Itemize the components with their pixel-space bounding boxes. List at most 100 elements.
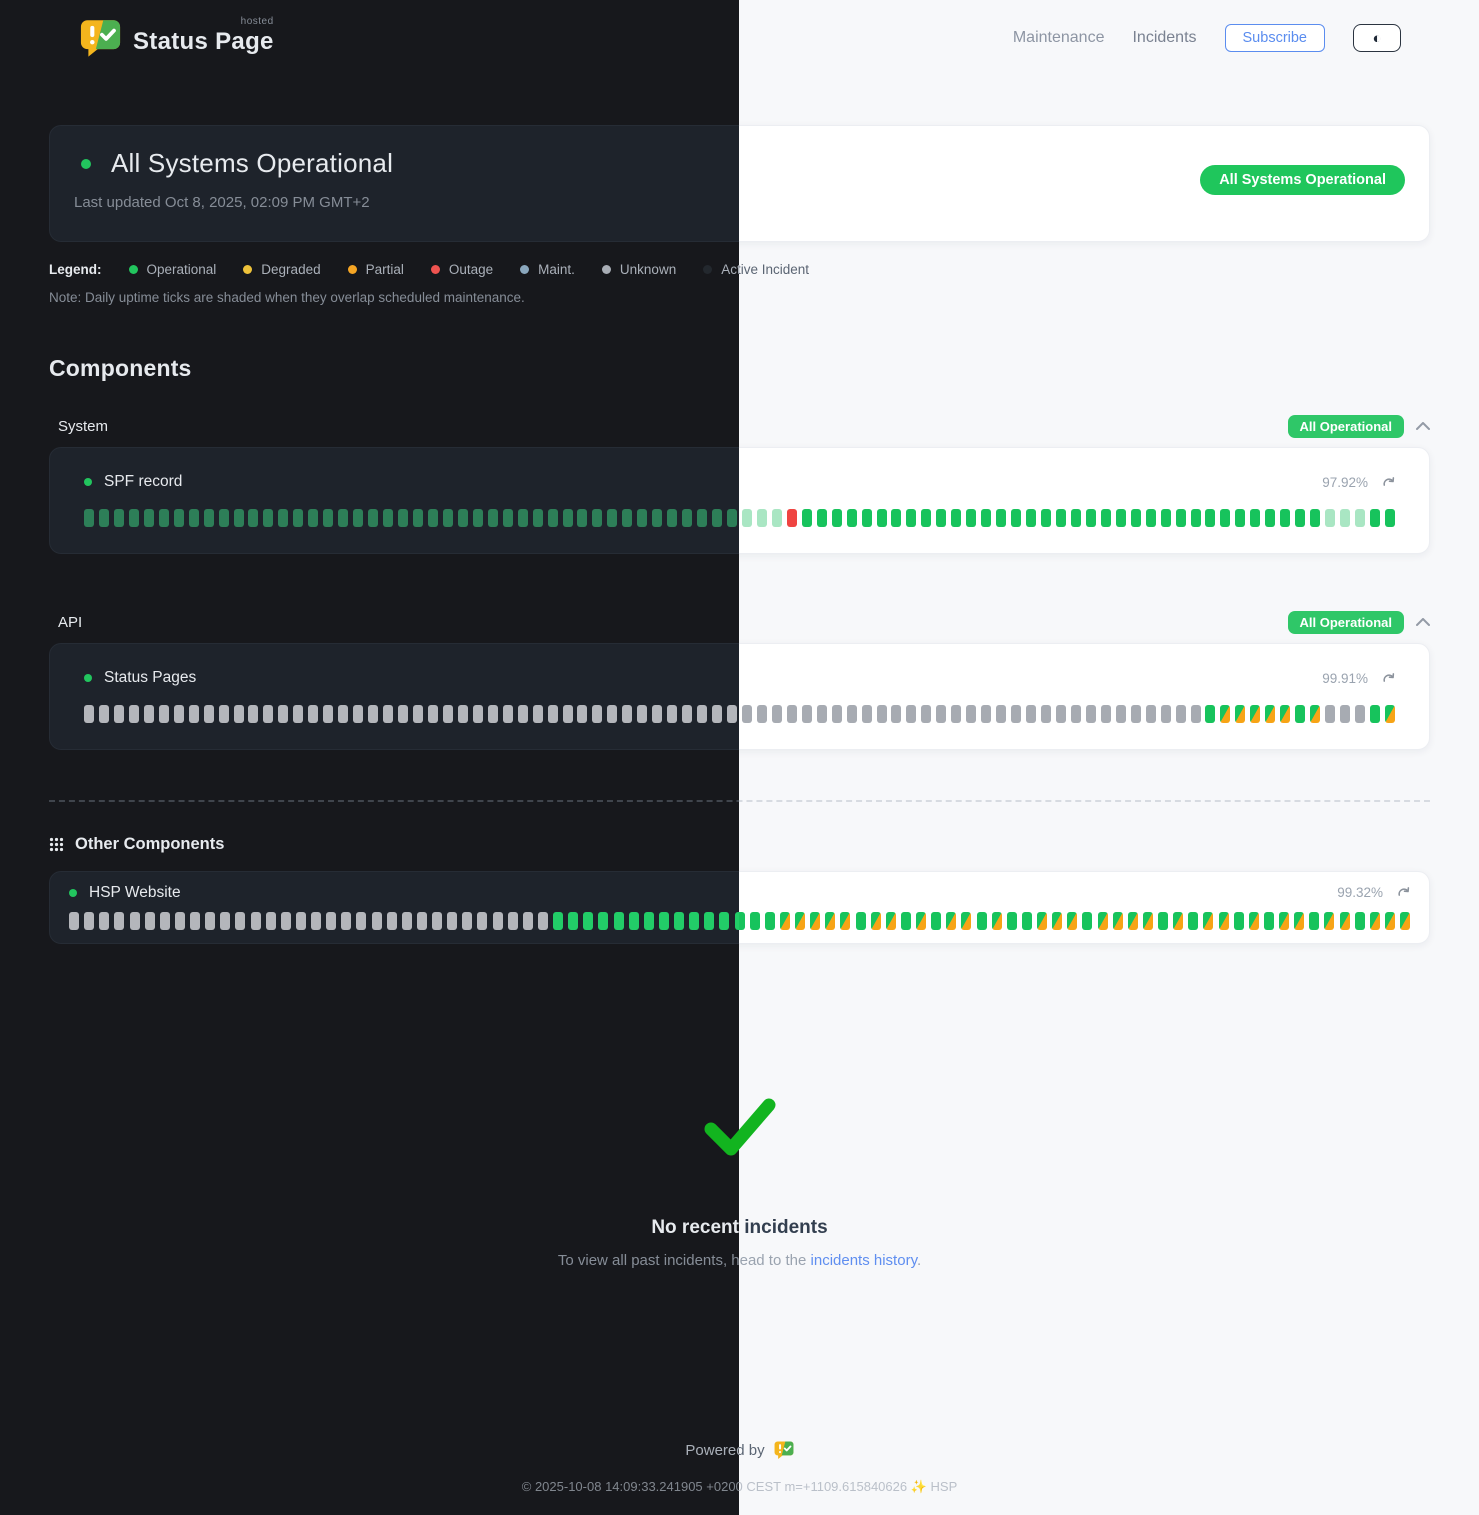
- uptime-tick: [1100, 705, 1111, 723]
- status-banner: All Systems Operational Last updated Oct…: [739, 125, 1430, 242]
- uptime-tick: [368, 705, 379, 723]
- app-logo[interactable]: hosted Status Page: [80, 16, 274, 57]
- uptime-tick: [203, 705, 214, 723]
- uptime-tick: [1295, 705, 1306, 723]
- uptime-tick: [697, 509, 708, 527]
- uptime-tick: [1218, 912, 1229, 930]
- uptime-tick: [741, 705, 752, 723]
- uptime-tick: [1280, 705, 1291, 723]
- legend-item-label: Degraded: [261, 262, 321, 277]
- uptime-tick: [311, 912, 321, 930]
- uptime-tick: [517, 509, 528, 527]
- uptime-tick: [658, 912, 669, 930]
- uptime-tick: [517, 705, 528, 723]
- uptime-tick: [308, 509, 319, 527]
- incidents-history-link[interactable]: incidents history: [810, 1252, 917, 1269]
- uptime-tick: [487, 509, 498, 527]
- partial-dot-icon: [347, 265, 357, 274]
- uptime-tick: [771, 509, 782, 527]
- uptime-tick: [643, 912, 654, 930]
- uptime-tick: [976, 912, 987, 930]
- collapse-chevron-icon[interactable]: [1416, 618, 1430, 626]
- uptime-tick: [173, 705, 184, 723]
- legend-item-operational: Operational: [128, 262, 216, 277]
- uptime-tick: [250, 912, 261, 930]
- legend-item-label: Active Incident: [721, 262, 809, 277]
- uptime-tick: [1070, 509, 1081, 527]
- uptime-tick: [1324, 912, 1335, 930]
- header: hosted Status Page Maintenance Incidents…: [739, 0, 1479, 60]
- uptime-tick: [412, 509, 423, 527]
- uptime-tick: [220, 912, 231, 930]
- uptime-tick: [356, 912, 367, 930]
- uptime-tick: [1145, 705, 1156, 723]
- nav-link-incidents[interactable]: Incidents: [1132, 29, 1197, 46]
- uptime-tick: [900, 912, 911, 930]
- group-header-system: System All Operational: [739, 413, 1430, 439]
- uptime-ticks: [739, 705, 1395, 723]
- nav-link-maintenance[interactable]: Maintenance: [1012, 29, 1105, 46]
- uptime-tick: [946, 912, 957, 930]
- uptime-tick: [341, 912, 352, 930]
- uptime-tick: [188, 509, 199, 527]
- uptime-tick: [338, 705, 349, 723]
- uptime-tick: [1263, 912, 1274, 930]
- uptime-tick: [1082, 912, 1093, 930]
- uptime-history-icon[interactable]: [1397, 886, 1410, 899]
- uptime-tick: [562, 705, 573, 723]
- uptime-tick: [1294, 912, 1305, 930]
- uptime-tick: [462, 912, 473, 930]
- uptime-tick: [532, 705, 543, 723]
- theme-toggle-button[interactable]: ◐: [1353, 24, 1401, 52]
- uptime-tick: [583, 912, 594, 930]
- component-card-hsp-website: HSP Website 99.32%: [739, 871, 1430, 944]
- uptime-history-icon[interactable]: [1382, 476, 1395, 489]
- uptime-tick: [996, 509, 1007, 527]
- operational-dot-icon: [128, 265, 138, 274]
- component-status-dot: [84, 478, 92, 486]
- uptime-tick: [739, 912, 745, 930]
- uptime-tick: [1205, 509, 1216, 527]
- uptime-tick: [840, 912, 851, 930]
- subtitle-text: To view all past incidents, head to the: [739, 1252, 811, 1269]
- uptime-tick: [622, 705, 633, 723]
- uptime-tick: [412, 705, 423, 723]
- group-status-badge: All Operational: [1287, 610, 1404, 634]
- uptime-tick: [280, 912, 291, 930]
- uptime-tick: [592, 705, 603, 723]
- legend-label: Legend:: [49, 262, 102, 277]
- uptime-tick: [1220, 509, 1231, 527]
- component-status-dot: [69, 888, 77, 897]
- powered-by-logo-icon[interactable]: [774, 1441, 794, 1459]
- uptime-history-icon[interactable]: [1382, 672, 1395, 685]
- uptime-tick: [1190, 509, 1201, 527]
- uptime-tick: [547, 509, 558, 527]
- uptime-tick: [1280, 509, 1291, 527]
- uptime-tick: [323, 509, 334, 527]
- uptime-tick: [432, 912, 442, 930]
- uptime-tick: [1067, 912, 1078, 930]
- legend-item-active-incident: Active Incident: [721, 262, 809, 277]
- uptime-tick: [190, 912, 200, 930]
- active-incident-dot-icon: [703, 265, 713, 274]
- collapse-chevron-icon[interactable]: [1416, 422, 1430, 430]
- uptime-tick: [931, 912, 942, 930]
- other-components-header: Other Components: [49, 834, 1430, 854]
- uptime-tick: [386, 912, 397, 930]
- uptime-tick: [383, 705, 394, 723]
- uptime-tick: [1369, 705, 1380, 723]
- uptime-tick: [1205, 705, 1216, 723]
- uptime-tick: [248, 509, 259, 527]
- uptime-tick: [1384, 509, 1395, 527]
- uptime-tick: [265, 912, 276, 930]
- uptime-tick: [1248, 912, 1259, 930]
- uptime-ticks: [739, 912, 1410, 930]
- uptime-tick: [278, 509, 289, 527]
- uptime-tick: [906, 705, 917, 723]
- uptime-tick: [764, 912, 775, 930]
- uptime-tick: [174, 912, 185, 930]
- uptime-tick: [1279, 912, 1289, 930]
- uptime-tick: [1220, 705, 1231, 723]
- uptime-tick: [876, 705, 887, 723]
- subscribe-button[interactable]: Subscribe: [1224, 24, 1325, 52]
